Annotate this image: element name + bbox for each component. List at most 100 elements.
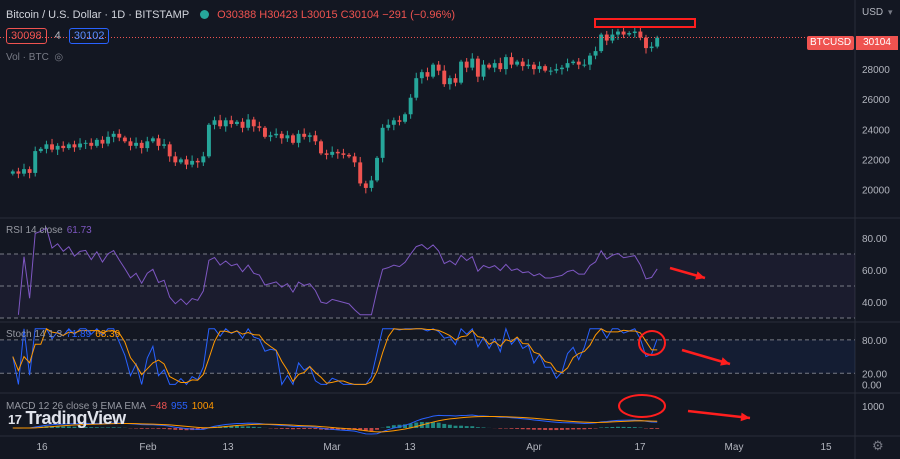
candle-body — [431, 64, 436, 77]
macd-histogram-bar — [162, 428, 167, 429]
buy-price-button[interactable]: 30102 — [68, 28, 110, 44]
macd-histogram-bar — [498, 428, 503, 429]
candle-body — [526, 64, 531, 67]
macd-histogram-bar — [548, 428, 553, 431]
stoch-d-line — [12, 328, 658, 385]
macd-histogram-bar — [509, 428, 514, 429]
candle-body — [94, 139, 99, 146]
annotations — [594, 18, 751, 422]
sell-price-button[interactable]: 30098 — [6, 28, 47, 44]
candle-body — [470, 58, 475, 68]
rsi-tick-label: 80.00 — [862, 234, 887, 245]
candle-body — [408, 97, 413, 115]
macd-histogram-bar — [72, 426, 77, 428]
candle-body — [492, 63, 497, 68]
candle-body — [50, 144, 54, 150]
stoch-tick-label: 0.00 — [862, 380, 882, 391]
price-tick-label: 28000 — [862, 65, 890, 76]
volume-label: Vol · BTC — [6, 52, 49, 63]
price-tick-label: 20000 — [862, 185, 890, 196]
macd-histogram-bar — [358, 428, 363, 431]
stoch-legend[interactable]: Stoch 14 1 3 71.89 68.39 — [6, 329, 120, 340]
symbol-title[interactable]: Bitcoin / U.S. Dollar · 1D · BITSTAMP — [6, 9, 189, 21]
candle-body — [296, 133, 301, 143]
eye-icon[interactable]: ◎ — [51, 52, 64, 63]
bid-ask-row: 30098 4 30102 — [6, 28, 110, 44]
candle-body — [616, 31, 620, 35]
macd-hist-value: −48 — [150, 401, 168, 412]
stoch-band — [0, 339, 855, 374]
rsi-value: 61.73 — [66, 225, 92, 236]
candle-body — [33, 151, 38, 173]
candlestick-series — [0, 26, 855, 194]
symbol-header: Bitcoin / U.S. Dollar · 1D · BITSTAMP O3… — [6, 9, 455, 21]
macd-histogram-bar — [246, 426, 251, 428]
candle-body — [313, 135, 318, 142]
candle-body — [229, 120, 234, 125]
candle-body — [111, 133, 116, 137]
gear-icon[interactable]: ⚙ — [872, 438, 884, 453]
macd-histogram-bar — [145, 428, 150, 429]
candle-body — [83, 142, 88, 144]
candle-body — [128, 141, 133, 146]
macd-histogram-bar — [139, 428, 144, 429]
time-tick-label: Apr — [526, 442, 542, 453]
macd-histogram-bar — [296, 428, 301, 430]
macd-histogram-bar — [526, 428, 531, 430]
macd-histogram-bar — [201, 428, 206, 430]
candle-body — [173, 156, 178, 163]
candle-body — [302, 133, 307, 137]
last-price-tag: 30104 — [856, 36, 898, 50]
candle-body — [223, 120, 228, 127]
macd-histogram-bar — [447, 424, 452, 428]
time-tick-label: 13 — [404, 442, 416, 453]
macd-histogram-bar — [436, 422, 441, 428]
candle-body — [503, 57, 508, 70]
candle-body — [274, 133, 279, 136]
candle-body — [291, 135, 295, 143]
candle-body — [649, 46, 654, 49]
candle-body — [206, 124, 211, 157]
candle-body — [106, 136, 111, 144]
candle-body — [593, 51, 598, 56]
candle-body — [72, 144, 77, 148]
candle-body — [257, 126, 262, 128]
tradingview-logo[interactable]: 17 TradingView — [8, 408, 126, 429]
macd-histogram-bar — [279, 428, 284, 429]
candle-body — [414, 78, 419, 98]
candle-body — [61, 145, 66, 149]
candle-body — [632, 31, 637, 34]
candle-body — [352, 156, 357, 163]
time-tick-label: Mar — [323, 442, 341, 453]
macd-histogram-bar — [257, 427, 262, 428]
macd-histogram-bar — [543, 428, 548, 430]
candle-body — [319, 141, 323, 154]
macd-histogram-bar — [150, 428, 155, 429]
macd-histogram-bar — [464, 426, 469, 428]
candle-body — [78, 143, 83, 148]
candle-body — [459, 61, 464, 83]
stoch-k-line — [12, 327, 658, 386]
macd-histogram-bar — [414, 422, 419, 428]
rsi-label: RSI 14 close — [6, 225, 63, 236]
candle-body — [195, 160, 200, 163]
candle-body — [638, 31, 643, 38]
macd-histogram-bar — [386, 426, 391, 428]
macd-pane: 1000 — [12, 402, 885, 435]
currency-label[interactable]: USD — [862, 7, 884, 18]
macd-legend[interactable]: MACD 12 26 close 9 EMA EMA −48 955 1004 — [6, 401, 214, 412]
candle-body — [358, 162, 363, 184]
macd-histogram-bar — [240, 426, 245, 428]
price-tick-label: 26000 — [862, 95, 890, 106]
chevron-down-icon[interactable]: ▾ — [888, 7, 893, 17]
volume-legend[interactable]: Vol · BTC ◎ — [6, 52, 63, 63]
candle-body — [268, 135, 273, 137]
rsi-legend[interactable]: RSI 14 close 61.73 — [6, 225, 92, 236]
macd-histogram-bar — [470, 426, 475, 428]
macd-histogram-bar — [229, 425, 234, 428]
macd-histogram-bar — [50, 426, 54, 428]
macd-histogram-bar — [408, 423, 413, 428]
macd-histogram-bar — [520, 428, 525, 430]
candle-body — [167, 144, 172, 157]
